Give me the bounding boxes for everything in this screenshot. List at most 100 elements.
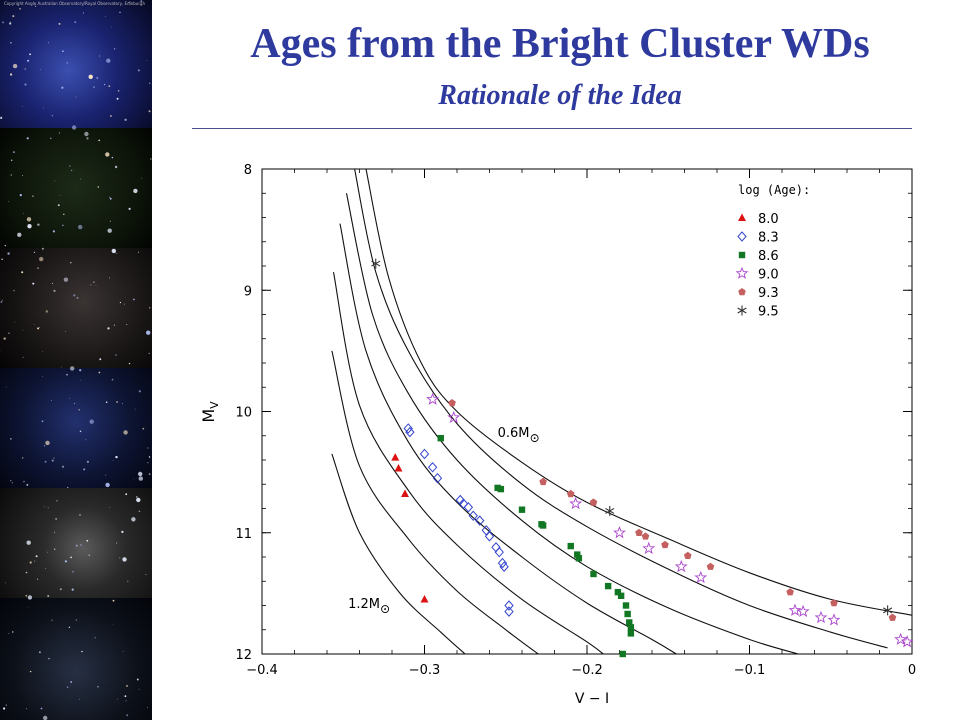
star-dot xyxy=(138,471,143,477)
star-dot xyxy=(133,188,138,194)
data-point-age-9-0 xyxy=(426,392,440,405)
star-dot xyxy=(115,252,116,254)
star-dot xyxy=(115,542,118,544)
y-tick-label: 8 xyxy=(244,163,252,178)
data-point-age-9-0 xyxy=(642,541,656,555)
star-dot xyxy=(9,21,11,23)
star-dot xyxy=(62,224,64,226)
star-dot xyxy=(114,48,116,50)
star-dot xyxy=(138,688,140,690)
y-axis-label-sub: V xyxy=(208,401,221,409)
star-dot xyxy=(125,493,128,496)
star-dot xyxy=(142,427,145,430)
star-dot xyxy=(29,53,31,56)
asterisk-stroke xyxy=(371,260,381,267)
data-points xyxy=(371,258,914,658)
curve-labels: 0.6M 1.2M xyxy=(348,426,539,614)
star-dot xyxy=(51,459,54,462)
star-dot xyxy=(107,327,110,330)
star-dot xyxy=(81,650,83,653)
data-point-age-9-0 xyxy=(694,570,708,584)
y-axis-label: MV xyxy=(199,401,221,423)
star-dot xyxy=(43,715,48,720)
asterisk-stroke xyxy=(883,607,893,614)
star-dot xyxy=(12,63,18,69)
star-dot xyxy=(66,686,69,688)
star-dot xyxy=(27,595,33,600)
pleiades-photo: Copyright Anglo Australian Observatory/R… xyxy=(0,0,152,128)
star-dot xyxy=(109,507,111,509)
data-point-age-9-0 xyxy=(674,559,688,573)
cooling-curve-1 xyxy=(365,168,913,616)
star-dot xyxy=(82,12,85,14)
star-dot xyxy=(26,540,31,545)
x-tick-label: 0 xyxy=(908,663,916,678)
star-dot xyxy=(29,670,32,673)
star-dot xyxy=(78,224,83,230)
star-dot xyxy=(79,514,81,516)
star-dot xyxy=(53,289,56,292)
star-dot xyxy=(70,262,72,264)
star-dot xyxy=(105,401,108,404)
star-dot xyxy=(10,174,12,176)
data-point-age-9-3 xyxy=(641,532,650,540)
star-dot xyxy=(75,544,78,547)
star-dot xyxy=(116,253,118,254)
star-dot xyxy=(26,217,32,222)
star-dot xyxy=(138,510,141,513)
data-point-age-8-6 xyxy=(574,551,581,558)
cooling-curve-4 xyxy=(339,223,677,655)
data-point-age-9-5 xyxy=(605,505,615,516)
x-tick-label: −0.4 xyxy=(246,663,278,678)
star-dot xyxy=(137,251,139,253)
legend-marker-8-3 xyxy=(737,231,747,242)
svg-text:MV: MV xyxy=(199,401,221,423)
star-dot xyxy=(122,557,127,562)
star-dot xyxy=(122,651,124,653)
star-dot xyxy=(145,574,147,575)
asterisk-stroke xyxy=(605,507,615,514)
star-dot xyxy=(94,637,96,639)
star-dot xyxy=(88,74,93,80)
legend-marker-8-6 xyxy=(738,251,746,259)
star-dot xyxy=(61,86,64,89)
cooling-curve-6 xyxy=(331,350,539,655)
star-dot xyxy=(45,440,50,446)
star-dot xyxy=(32,195,34,197)
star-dot xyxy=(88,554,90,556)
star-dot xyxy=(32,282,35,285)
data-point-age-8-3 xyxy=(497,557,508,569)
legend-label-8-6: 8.6 xyxy=(758,249,779,264)
star-dot xyxy=(105,152,110,157)
data-point-age-9-3 xyxy=(706,562,715,570)
data-point-age-8-3 xyxy=(463,502,474,513)
star-dot xyxy=(148,306,151,309)
star-dot xyxy=(124,118,127,122)
star-dot xyxy=(72,571,74,573)
legend: log (Age): 8.0 8.3 8.6 9.0 9.3 9.5 xyxy=(735,183,810,320)
data-point-age-8-3 xyxy=(504,600,514,611)
star-dot xyxy=(47,507,49,509)
star-dot xyxy=(90,284,92,286)
y-axis-label-main: M xyxy=(199,409,218,423)
star-dot xyxy=(47,42,49,44)
star-dot xyxy=(29,561,32,564)
data-point-age-9-3 xyxy=(539,477,547,486)
star-dot xyxy=(10,480,12,482)
star-dot xyxy=(83,468,86,471)
star-dot xyxy=(10,42,12,44)
star-dot xyxy=(57,204,60,207)
cooling-curves xyxy=(331,168,913,655)
axis-ticks: −0.4 −0.3 −0.2 −0.1 0 8 9 10 11 12 xyxy=(235,163,916,678)
data-point-age-8-3 xyxy=(484,531,495,542)
star-dot xyxy=(71,125,77,130)
data-point-age-8-6 xyxy=(497,485,505,493)
star-dot xyxy=(123,430,128,435)
data-point-age-8-6 xyxy=(626,619,633,626)
star-dot xyxy=(37,223,40,226)
star-dot xyxy=(41,420,44,423)
star-dot xyxy=(111,156,114,159)
data-point-age-8-6 xyxy=(627,630,635,637)
star-dot xyxy=(40,707,43,710)
star-dot xyxy=(54,548,56,550)
